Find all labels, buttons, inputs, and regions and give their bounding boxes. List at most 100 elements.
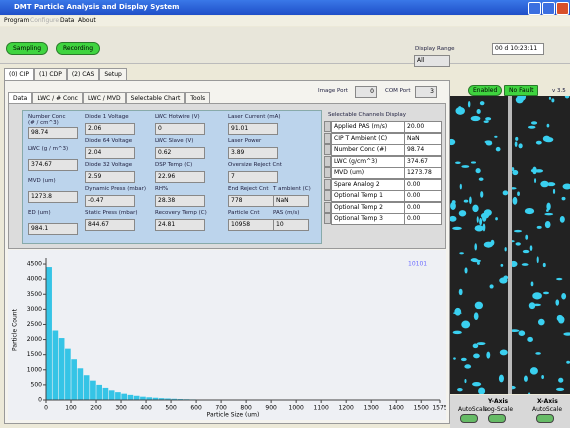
particle-blob [464,364,471,368]
particle-blob [566,361,570,364]
field-label: DSP Temp (C) [155,162,192,168]
particle-blob [490,284,494,288]
recording-button[interactable]: Recording [56,42,100,55]
channel-name[interactable]: MVD (um) [331,167,405,179]
minimize-button[interactable] [528,2,541,15]
particle-blob [531,282,534,287]
particle-blob [474,243,477,250]
particle-blob [461,165,469,168]
x-tick-label: 800 [240,405,252,412]
bar [46,267,52,400]
tab[interactable]: Setup [99,68,126,80]
particle-blob [459,289,463,295]
particle-blob [499,375,504,383]
channel-value: 0.00 [404,179,442,191]
particle-images [450,96,570,394]
field-label: T ambient (C) [273,186,311,192]
x-tick-label: 1000 [289,405,304,412]
channel-selector[interactable] [324,156,331,167]
particle-blob [529,302,535,309]
menu-item[interactable]: Program [4,17,29,24]
particle-blob [563,332,570,335]
channel-name[interactable]: Spare Analog 2 [331,179,405,191]
channel-name[interactable]: Applied PAS (m/s) [331,121,405,133]
particle-blob [560,216,565,223]
particle-blob [496,147,501,152]
x-tick-label: 1400 [389,405,404,412]
menu-item[interactable]: Configure [30,17,59,24]
particle-blob [479,218,482,225]
menu-item[interactable]: About [78,17,96,24]
particle-blob [540,181,548,188]
bar [59,338,65,400]
channel-value: NaN [404,133,442,145]
channel-name[interactable]: CIP T Ambient (C) [331,133,405,145]
field-value: 1273.8 [28,191,78,203]
field-label: ED (um) [28,210,70,216]
particle-blob [524,376,528,382]
tab[interactable]: (0) CIP [4,68,34,80]
channel-selector[interactable] [324,179,331,190]
field-value: 374.67 [28,159,78,171]
bar [115,392,121,400]
particle-blob [469,197,472,205]
channel-selector[interactable] [324,213,331,224]
particle-blob [455,107,465,115]
menu-item[interactable]: Data [60,17,74,24]
channel-name[interactable]: LWC (g/cm^3) [331,156,405,168]
x-tick-label: 200 [90,405,102,412]
sampling-button[interactable]: Sampling [6,42,48,55]
field-label: Number Conc (# / cm^3) [28,114,70,126]
maximize-button[interactable] [542,2,555,15]
particle-blob [537,256,539,263]
x-tick-label: 500 [165,405,177,412]
x-autoscale-toggle[interactable] [536,414,554,423]
particle-blob [459,210,466,216]
particle-blob [535,352,541,355]
channel-value: 0.00 [404,202,442,214]
bar [90,381,96,400]
particle-blob [565,96,570,98]
x-tick-label: 100 [65,405,77,412]
channel-selector[interactable] [324,190,331,201]
tab[interactable]: (1) CDP [34,68,67,80]
y-autoscale-toggle[interactable] [460,414,478,423]
annotation: 10101 [408,261,427,268]
channel-selector[interactable] [324,121,331,132]
particle-blob [500,349,508,355]
field-label: Laser Power [228,138,261,144]
particle-blob [475,225,484,231]
tab[interactable]: (2) CAS [67,68,100,80]
particle-blob [450,139,455,145]
channel-name[interactable]: Optional Temp 1 [331,190,405,202]
display-range-select[interactable]: All [414,55,450,67]
close-button[interactable] [556,2,569,15]
channel-name[interactable]: Number Conc (#) [331,144,405,156]
particle-blob [457,388,463,391]
particle-blob [517,192,520,196]
channel-value: 0.00 [404,190,442,202]
field-value: 98.74 [28,127,78,139]
particle-blob [558,378,563,383]
channel-name[interactable]: Optional Temp 3 [331,213,405,225]
particle-blob [536,141,542,145]
particle-blob [530,245,533,251]
channel-selector[interactable] [324,133,331,144]
y-logscale-toggle[interactable] [488,414,506,423]
field-value: 3.89 [228,147,278,159]
particle-blob [512,170,518,175]
channel-selector[interactable] [324,202,331,213]
particle-blob [541,375,544,379]
enabled-indicator: Enabled [468,85,502,96]
channel-selector[interactable] [324,144,331,155]
particle-blob [556,388,564,391]
field-value: 24.81 [155,219,205,231]
channel-selector[interactable] [324,167,331,178]
particle-blob [503,190,509,195]
bar [71,359,77,400]
particle-blob [461,358,467,361]
y-tick-label: 4500 [27,261,42,268]
image-port-label: Image Port [318,88,348,94]
field-label: Diode 1 Voltage [85,114,129,120]
channel-name[interactable]: Optional Temp 2 [331,202,405,214]
